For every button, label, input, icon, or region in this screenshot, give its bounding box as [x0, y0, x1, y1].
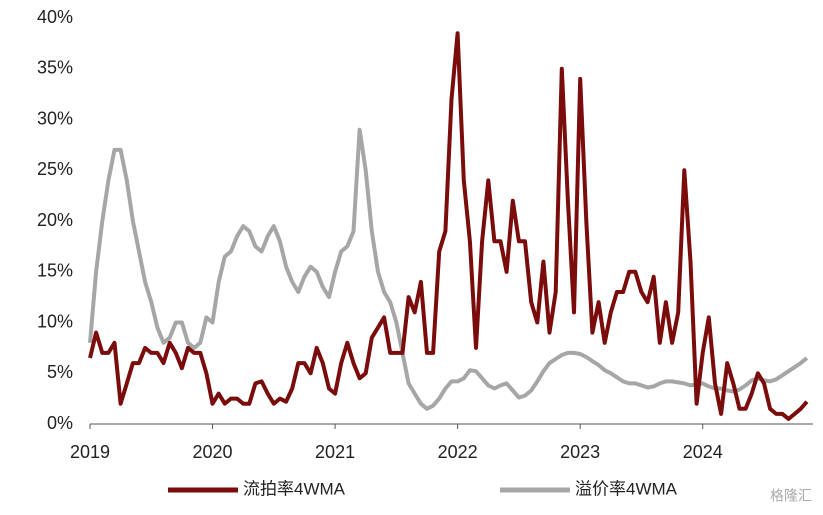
x-tick-label: 2019: [70, 442, 110, 462]
data-line: [88, 127, 809, 411]
x-tick-label: 2023: [560, 442, 600, 462]
y-tick-label: 10%: [37, 311, 73, 331]
y-tick-label: 30%: [37, 108, 73, 128]
legend-label: 流拍率4WMA: [243, 479, 346, 498]
y-tick-label: 20%: [37, 210, 73, 230]
watermark: 格隆汇: [770, 488, 812, 504]
y-tick-label: 5%: [47, 362, 73, 382]
y-tick-label: 25%: [37, 159, 73, 179]
x-tick-label: 2022: [438, 442, 478, 462]
y-tick-label: 0%: [47, 413, 73, 433]
legend-label: 溢价率4WMA: [575, 479, 678, 498]
x-tick-label: 2020: [193, 442, 233, 462]
y-tick-label: 35%: [37, 58, 73, 78]
data-line: [88, 31, 809, 421]
y-tick-label: 40%: [37, 7, 73, 27]
x-tick-label: 2024: [683, 442, 723, 462]
x-tick-label: 2021: [315, 442, 355, 462]
y-tick-label: 15%: [37, 261, 73, 281]
